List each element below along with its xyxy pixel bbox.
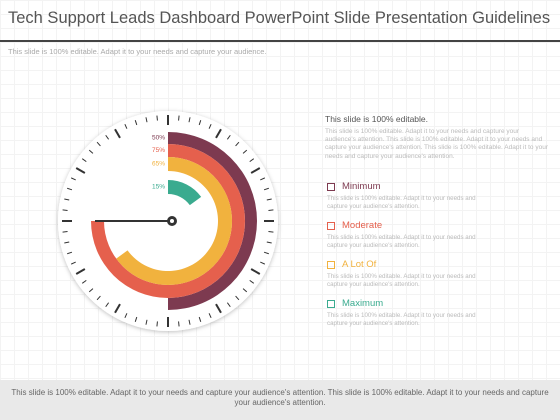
- clock-tick: [81, 279, 87, 284]
- clock-tick: [156, 321, 158, 327]
- clock-tick: [145, 319, 148, 325]
- clock-tick: [250, 268, 261, 275]
- clock-tick: [260, 261, 266, 265]
- clock-tick: [134, 120, 138, 126]
- clock-tick: [70, 261, 76, 265]
- clock-tick: [134, 316, 138, 322]
- legend-swatch: [327, 221, 335, 230]
- clock-tick: [114, 128, 121, 139]
- needle-hub-center: [170, 219, 174, 223]
- clock-tick: [215, 303, 222, 314]
- clock-tick: [114, 303, 121, 314]
- legend-swatch: [327, 182, 335, 191]
- clock-tick: [198, 120, 202, 126]
- clock-tick: [208, 123, 212, 129]
- legend-label: Maximum: [342, 298, 384, 309]
- clock-tick: [88, 288, 94, 293]
- clock-tick: [235, 141, 240, 147]
- clock-tick: [226, 302, 231, 308]
- clock-tick: [266, 241, 272, 244]
- rings: 50% 75% 65% 15%: [91, 132, 257, 310]
- clock-tick: [178, 115, 180, 121]
- clock-tick: [96, 141, 101, 147]
- legend-item: Moderate This slide is 100% editable. Ada…: [327, 220, 487, 250]
- clock-tick: [105, 134, 110, 140]
- clock-tick: [242, 288, 248, 293]
- legend-item: Minimum This slide is 100% editable. Adap…: [327, 181, 487, 211]
- legend-row: A Lot Of: [327, 259, 487, 270]
- clock-tick: [64, 198, 70, 201]
- legend-swatch: [327, 299, 335, 308]
- legend-description: This slide is 100% editable. Adapt it to…: [327, 312, 476, 327]
- clock-tick: [75, 167, 86, 174]
- clock-tick: [124, 313, 128, 319]
- clock-tick: [268, 231, 274, 233]
- clock-tick: [249, 279, 255, 284]
- legend-row: Maximum: [327, 298, 487, 309]
- clock-tick: [88, 149, 94, 154]
- panel-text: This slide is 100% editable. Adapt it to…: [325, 128, 548, 160]
- clock-tick: [105, 302, 110, 308]
- legend-description: This slide is 100% editable. Adapt it to…: [327, 234, 476, 249]
- clock-tick: [64, 241, 70, 244]
- subtitle: This slide is 100% editable. Adapt it to…: [8, 47, 267, 56]
- legend-swatch: [327, 260, 335, 269]
- clock-tick: [263, 187, 269, 191]
- clock-tick: [81, 158, 87, 163]
- clock-tick: [198, 316, 202, 322]
- clock-tick: [188, 319, 191, 325]
- clock-ticks: [62, 115, 274, 327]
- clock-tick: [124, 123, 128, 129]
- legend-item: Maximum This slide is 100% editable. Adap…: [327, 298, 487, 328]
- clock-tick: [268, 209, 274, 211]
- clock-tick: [260, 177, 266, 181]
- clock-tick: [250, 167, 261, 174]
- ring-bar: [168, 132, 257, 310]
- legend-label: Moderate: [342, 220, 383, 231]
- legend-description: This slide is 100% editable. Adapt it to…: [327, 273, 476, 288]
- clock-tick: [208, 313, 212, 319]
- clock-tick: [62, 209, 68, 211]
- gauge-chart: 50% 75% 65% 15%: [58, 111, 278, 331]
- panel-heading: This slide is 100% editable.: [325, 114, 429, 124]
- clock-tick: [263, 251, 269, 255]
- clock-tick: [242, 149, 248, 154]
- clock-tick: [188, 117, 191, 123]
- clock-tick: [67, 251, 73, 255]
- clock-tick: [67, 187, 73, 191]
- clock-tick: [96, 295, 101, 301]
- clock-tick: [62, 231, 68, 233]
- clock-tick: [145, 117, 148, 123]
- footer: This slide is 100% editable. Adapt it to…: [0, 380, 560, 420]
- clock-tick: [70, 177, 76, 181]
- value-label: 65%: [152, 161, 165, 168]
- legend-row: Moderate: [327, 220, 487, 231]
- clock-tick: [266, 198, 272, 201]
- clock-tick: [215, 128, 222, 139]
- clock-tick: [178, 321, 180, 327]
- legend-label: Minimum: [342, 181, 381, 192]
- value-label: 75%: [152, 147, 165, 154]
- title: Tech Support Leads Dashboard PowerPoint …: [8, 9, 551, 27]
- legend-label: A Lot Of: [342, 259, 377, 270]
- legend-item: A Lot Of This slide is 100% editable. Ada…: [327, 259, 487, 289]
- title-rule: [0, 40, 560, 42]
- legend-row: Minimum: [327, 181, 487, 192]
- value-label: 15%: [152, 184, 165, 191]
- clock-tick: [156, 115, 158, 121]
- value-label: 50%: [152, 135, 165, 142]
- clock-tick: [226, 134, 231, 140]
- legend-description: This slide is 100% editable. Adapt it to…: [327, 195, 476, 210]
- clock-tick: [75, 268, 86, 275]
- clock-tick: [249, 158, 255, 163]
- footer-text: This slide is 100% editable. Adapt it to…: [11, 388, 549, 407]
- ring-bar: [168, 180, 202, 206]
- clock-tick: [235, 295, 240, 301]
